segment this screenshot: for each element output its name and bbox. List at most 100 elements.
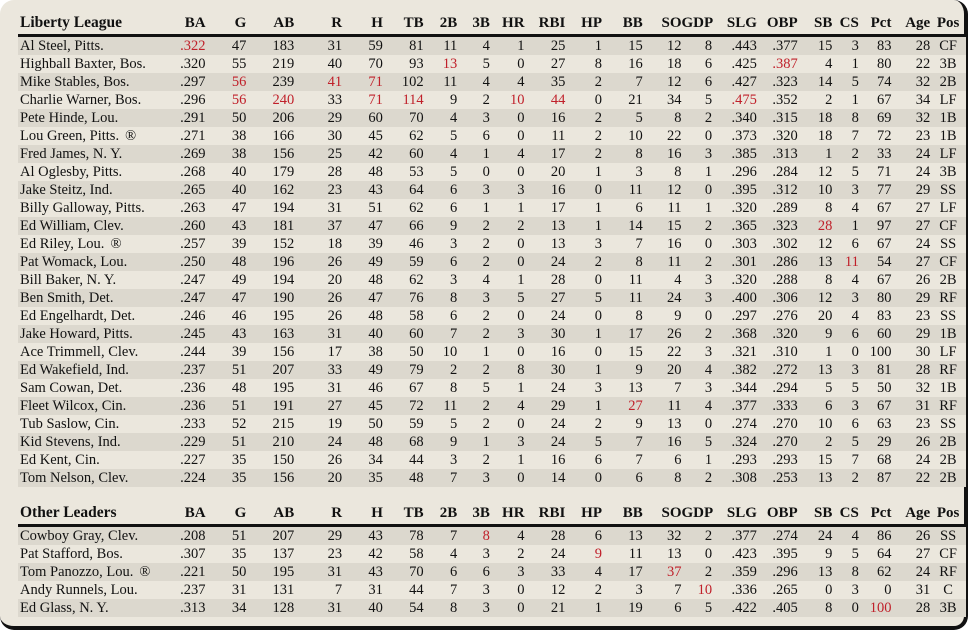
column-header-cs: CS	[832, 12, 859, 37]
player-name-text: Ed William, Clev.	[20, 218, 124, 234]
stat-ab: 128	[246, 599, 295, 617]
stat-hp: 2	[565, 253, 602, 271]
stat-g: 43	[205, 217, 247, 235]
stat-pct: 71	[858, 163, 892, 181]
stat-cs: 1	[832, 217, 859, 235]
stat-so: 11	[642, 397, 682, 415]
stat-2b: 13	[423, 55, 458, 73]
stat-pct: 50	[858, 379, 892, 397]
stat-hr: 4	[489, 397, 525, 415]
stat-age: 26	[891, 525, 931, 545]
stat-pct: 68	[858, 451, 892, 469]
stat-ba: .257	[172, 235, 206, 253]
stat-age: 31	[891, 397, 931, 415]
player-row: Charlie Warner, Bos. .296 56 240 33 71 114 9 2 10…	[18, 91, 966, 109]
stat-tb: 60	[382, 325, 424, 343]
stat-bb: 16	[602, 55, 643, 73]
stat-tb: 68	[382, 433, 424, 451]
stat-tb: 102	[382, 73, 424, 91]
stat-bb: 6	[602, 199, 643, 217]
stat-r: 24	[294, 433, 343, 451]
stat-ab: 137	[246, 545, 295, 563]
stat-slg: .321	[712, 343, 757, 361]
stat-2b: 9	[423, 91, 458, 109]
stat-hp: 1	[565, 217, 602, 235]
stat-ba: .244	[172, 343, 206, 361]
stat-pct: 100	[858, 599, 892, 617]
player-name-text: Charlie Warner, Bos.	[20, 92, 142, 108]
player-name-text: Cowboy Gray, Clev.	[20, 528, 139, 544]
player-name-text: Ed Wakefield, Ind.	[20, 362, 129, 378]
stat-pos: SS	[930, 181, 966, 199]
stat-hp: 2	[565, 581, 602, 599]
stat-sb: 8	[797, 599, 833, 617]
player-row: Jake Howard, Pitts. .245 43 163 31 40 60 7 2 3 30 1…	[18, 325, 966, 343]
stat-h: 49	[342, 253, 383, 271]
stat-bb: 8	[602, 145, 643, 163]
stat-h: 70	[342, 55, 383, 73]
stat-obp: .284	[756, 163, 798, 181]
stat-tb: 53	[382, 163, 424, 181]
stat-ba: .268	[172, 163, 206, 181]
stat-hr: 0	[489, 55, 525, 73]
stat-pos: SS	[930, 525, 966, 545]
stat-pct: 0	[858, 581, 892, 599]
column-header-gdp: GDP	[681, 12, 713, 37]
stat-so: 11	[642, 199, 682, 217]
stat-ab: 219	[246, 55, 295, 73]
stat-pct: 81	[858, 361, 892, 379]
stat-gdp: 3	[681, 289, 713, 307]
stat-h: 48	[342, 307, 383, 325]
stat-hr: 0	[489, 599, 525, 617]
stat-rbi: 33	[524, 563, 566, 581]
stat-rbi: 24	[524, 433, 566, 451]
stat-obp: .296	[756, 563, 798, 581]
player-name: Bill Baker, N. Y.	[18, 271, 173, 289]
stat-so: 12	[642, 181, 682, 199]
stat-slg: .475	[712, 91, 757, 109]
column-header-ba: BA	[172, 12, 206, 37]
stat-hp: 2	[565, 415, 602, 433]
stat-gdp: 2	[681, 525, 713, 545]
stat-hp: 6	[565, 525, 602, 545]
column-header-g: G	[205, 502, 247, 527]
player-row: Pete Hinde, Lou. .291 50 206 29 60 70 4 3 0 16 2 5 8 2…	[18, 109, 966, 127]
stat-obp: .265	[756, 581, 798, 599]
player-name-text: Andy Runnels, Lou.	[20, 582, 138, 598]
stat-r: 29	[294, 525, 343, 545]
stat-2b: 11	[423, 397, 458, 415]
stat-hr: 10	[489, 91, 525, 109]
player-name-text: Sam Cowan, Det.	[20, 380, 123, 396]
stat-hr: 4	[489, 525, 525, 545]
stat-ab: 215	[246, 415, 295, 433]
stat-rbi: 28	[524, 271, 566, 289]
stat-3b: 3	[457, 469, 490, 487]
stat-gdp: 0	[681, 415, 713, 433]
stat-tb: 59	[382, 253, 424, 271]
stat-tb: 54	[382, 599, 424, 617]
stat-2b: 6	[423, 199, 458, 217]
stat-ba: .307	[172, 545, 206, 563]
player-name: Mike Stables, Bos.	[18, 73, 173, 91]
stat-g: 51	[205, 397, 247, 415]
stat-slg: .385	[712, 145, 757, 163]
stat-h: 71	[342, 73, 383, 91]
stat-tb: 59	[382, 415, 424, 433]
player-name-text: Ace Trimmell, Clev.	[20, 344, 139, 360]
stat-slg: .377	[712, 525, 757, 545]
stat-r: 28	[294, 163, 343, 181]
player-name-text: Jake Steitz, Ind.	[20, 182, 113, 198]
column-header-obp: OBP	[756, 502, 798, 527]
stat-hr: 2	[489, 217, 525, 235]
stat-tb: 67	[382, 379, 424, 397]
stat-bb: 7	[602, 451, 643, 469]
stat-ba: .247	[172, 271, 206, 289]
stat-age: 22	[891, 55, 931, 73]
column-header-3b: 3B	[457, 502, 490, 527]
player-row: Ed Glass, N. Y. .313 34 128 31 40 54 8 3 0 21 1 19 6 5…	[18, 599, 966, 617]
stat-tb: 78	[382, 525, 424, 545]
player-name: Pete Hinde, Lou.	[18, 109, 173, 127]
player-row: Ed Riley, Lou. ® .257 39 152 18 39 46 3 2 0 13 3 7 16 0…	[18, 235, 966, 253]
stat-3b: 1	[457, 343, 490, 361]
column-header-hr: HR	[489, 12, 525, 37]
